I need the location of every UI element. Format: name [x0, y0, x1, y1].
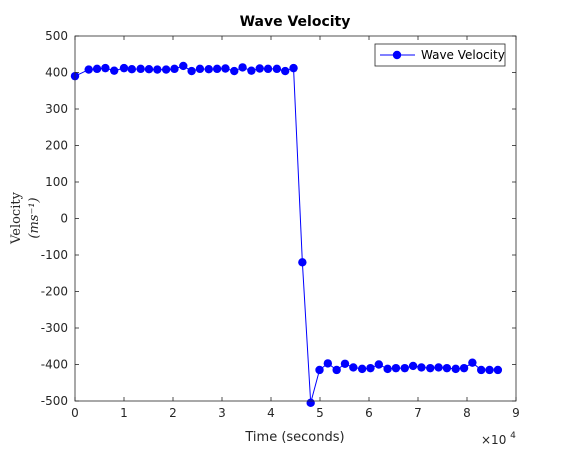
x-tick-label: 2	[169, 406, 177, 420]
data-point	[238, 63, 247, 72]
data-point	[161, 65, 171, 74]
y-axis-label: Velocity (ms⁻¹)	[9, 191, 42, 245]
data-point	[485, 365, 494, 375]
data-point	[136, 64, 145, 74]
x-tick-label: 9	[512, 406, 520, 420]
legend-marker-sample	[392, 50, 402, 60]
y-tick-label: -400	[41, 358, 68, 372]
data-point	[459, 363, 469, 373]
data-point	[272, 64, 282, 74]
data-point	[195, 64, 205, 74]
data-point	[281, 66, 290, 76]
y-tick-label: -200	[41, 285, 68, 299]
data-point	[323, 359, 333, 368]
data-point	[110, 66, 119, 75]
data-point	[255, 64, 264, 73]
data-point	[92, 64, 102, 74]
legend-entry-wave-velocity: Wave Velocity	[421, 48, 505, 62]
x-tick-label: 0	[71, 406, 79, 420]
data-point	[493, 365, 503, 375]
data-point	[383, 364, 392, 374]
data-point	[289, 63, 298, 73]
x-tick-label: 8	[463, 406, 471, 420]
data-point	[204, 65, 213, 74]
data-point	[442, 363, 452, 373]
data-point	[349, 363, 358, 372]
data-point	[306, 398, 315, 408]
data-point	[391, 363, 401, 373]
data-point	[187, 66, 196, 76]
data-point	[434, 363, 443, 372]
data-point	[417, 363, 426, 372]
data-point	[144, 65, 154, 74]
y-tick-label: -500	[41, 394, 68, 408]
data-point	[477, 365, 486, 375]
data-point	[230, 66, 239, 76]
x-tick-label: 1	[120, 406, 128, 420]
x-exponent-base: ×10	[481, 433, 506, 447]
x-exponent-power: 4	[510, 431, 516, 441]
data-point	[315, 365, 324, 375]
data-point	[332, 365, 341, 375]
y-tick-label: 200	[45, 139, 68, 153]
y-tick-label: 0	[60, 212, 68, 226]
x-tick-label: 3	[218, 406, 226, 420]
series-layer	[70, 61, 503, 408]
legend-box	[374, 43, 506, 67]
data-point	[153, 65, 162, 74]
data-point	[468, 358, 477, 367]
data-point	[298, 258, 307, 267]
data-point	[357, 364, 367, 374]
data-point	[179, 61, 188, 71]
y-tick-label: 400	[45, 66, 68, 80]
data-point	[84, 65, 93, 74]
ticks-layer: 0 1 2 3 4 5 6 7 8 9 -500 -400 -300 -200 -100 0 100 200 300…	[41, 29, 520, 420]
y-axis-label-line2: (ms⁻¹)	[27, 197, 42, 238]
x-tick-label: 7	[414, 406, 422, 420]
data-point	[366, 363, 375, 373]
y-tick-label: -100	[41, 248, 68, 262]
x-tick-label: 6	[365, 406, 373, 420]
data-point	[212, 64, 222, 74]
x-exponent-label: ×10 4	[481, 431, 516, 447]
y-tick-label: 500	[45, 29, 68, 43]
y-axis-label-line1: Velocity	[9, 191, 24, 245]
chart-title: Wave Velocity	[240, 14, 351, 30]
x-tick-label: 5	[316, 406, 324, 420]
data-point	[400, 363, 409, 373]
data-point	[101, 63, 110, 73]
x-axis-label: Time (seconds)	[244, 430, 344, 445]
y-tick-label: -300	[41, 321, 68, 335]
data-point	[221, 64, 230, 73]
plot-area	[75, 36, 516, 401]
data-point	[340, 359, 350, 368]
legend: Wave Velocity	[374, 43, 506, 67]
y-tick-label: 300	[45, 102, 68, 116]
data-point	[170, 64, 179, 74]
data-point	[426, 363, 435, 373]
data-point	[263, 64, 273, 74]
x-tick-label: 4	[267, 406, 275, 420]
data-point	[408, 361, 418, 371]
data-point	[374, 360, 383, 369]
data-point	[451, 364, 460, 374]
y-tick-label: 100	[45, 175, 68, 189]
data-point	[247, 66, 256, 75]
data-point	[119, 63, 129, 73]
data-point	[127, 65, 137, 74]
